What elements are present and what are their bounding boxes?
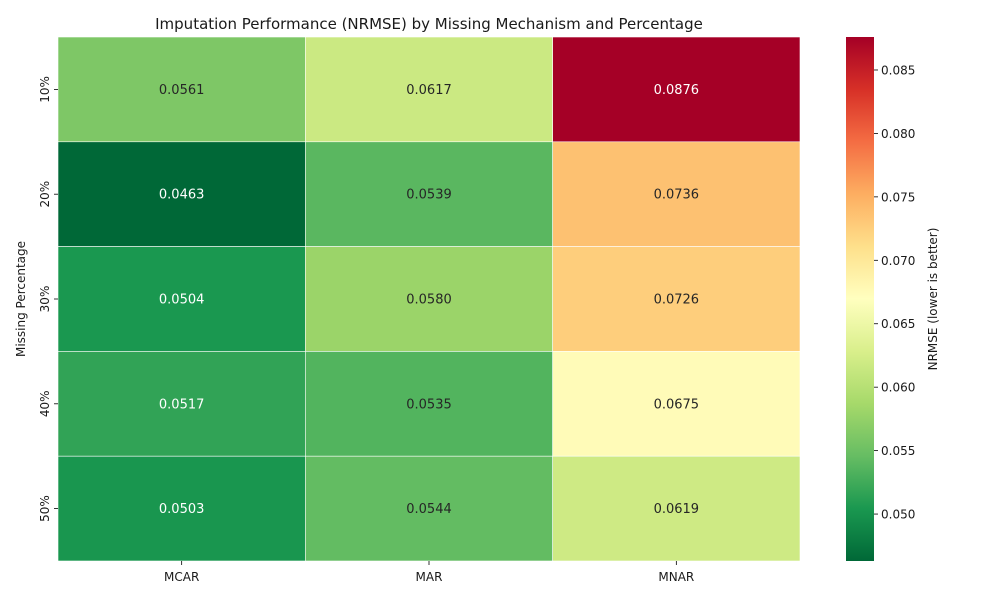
chart-title: Imputation Performance (NRMSE) by Missin… bbox=[155, 15, 703, 33]
cell-value-label: 0.0580 bbox=[406, 293, 452, 308]
x-tick-label: MNAR bbox=[658, 570, 694, 584]
heatmap-cell-labels: 0.0561 0.0617 0.0876 0.0463 0.0539 0.0736 0.05… bbox=[159, 83, 699, 517]
x-tick-label: MCAR bbox=[164, 570, 199, 584]
heatmap-cell bbox=[57, 455, 306, 562]
colorbar-tick-label: 0.070 bbox=[881, 254, 915, 268]
cell-value-label: 0.0619 bbox=[654, 502, 700, 517]
y-tick-label: 10% bbox=[38, 76, 52, 103]
y-tick-label: 20% bbox=[38, 181, 52, 208]
heatmap-cell bbox=[305, 246, 553, 352]
heatmap-cell bbox=[552, 351, 801, 457]
y-tick-label: 40% bbox=[38, 390, 52, 417]
colorbar-tick-label: 0.055 bbox=[881, 444, 915, 458]
cell-value-label: 0.0561 bbox=[159, 83, 205, 98]
cell-value-label: 0.0544 bbox=[406, 502, 452, 517]
heatmap-cell bbox=[57, 36, 306, 143]
y-tick-label: 50% bbox=[38, 495, 52, 522]
colorbar-tick-label: 0.075 bbox=[881, 190, 915, 204]
colorbar-tick-label: 0.080 bbox=[881, 127, 915, 141]
cell-value-label: 0.0503 bbox=[159, 502, 205, 517]
x-axis-ticks: MCAR MAR MNAR bbox=[164, 561, 694, 584]
colorbar-tick-label: 0.065 bbox=[881, 317, 915, 331]
colorbar-tick-label: 0.085 bbox=[881, 63, 915, 77]
heatmap-cell bbox=[57, 141, 306, 247]
cell-value-label: 0.0726 bbox=[654, 293, 700, 308]
y-tick-label: 30% bbox=[38, 286, 52, 313]
heatmap-cells bbox=[57, 36, 801, 562]
heatmap-cell bbox=[305, 36, 553, 143]
heatmap-cell bbox=[305, 455, 553, 562]
cell-value-label: 0.0675 bbox=[654, 397, 700, 412]
colorbar-tick-label: 0.060 bbox=[881, 381, 915, 395]
cell-value-label: 0.0617 bbox=[406, 83, 452, 98]
heatmap-cell bbox=[552, 36, 801, 143]
colorbar-tick-label: 0.050 bbox=[881, 508, 915, 522]
y-axis-label: Missing Percentage bbox=[14, 241, 28, 357]
cell-value-label: 0.0539 bbox=[406, 188, 452, 203]
heatmap-cell bbox=[57, 246, 306, 352]
colorbar bbox=[846, 37, 874, 561]
heatmap-cell bbox=[57, 351, 306, 457]
y-axis-ticks: 10% 20% 30% 40% 50% bbox=[38, 76, 58, 522]
colorbar-label: NRMSE (lower is better) bbox=[926, 228, 940, 371]
cell-value-label: 0.0876 bbox=[654, 83, 700, 98]
cell-value-label: 0.0517 bbox=[159, 397, 205, 412]
heatmap-cell bbox=[552, 455, 801, 562]
cell-value-label: 0.0535 bbox=[406, 397, 452, 412]
heatmap-cell bbox=[552, 141, 801, 247]
x-tick-label: MAR bbox=[416, 570, 443, 584]
cell-value-label: 0.0463 bbox=[159, 188, 205, 203]
cell-value-label: 0.0504 bbox=[159, 293, 205, 308]
heatmap-cell bbox=[305, 141, 553, 247]
cell-value-label: 0.0736 bbox=[654, 188, 700, 203]
colorbar-ticks: 0.050 0.055 0.060 0.065 0.070 0.075 0.080 0.085 bbox=[874, 63, 915, 522]
